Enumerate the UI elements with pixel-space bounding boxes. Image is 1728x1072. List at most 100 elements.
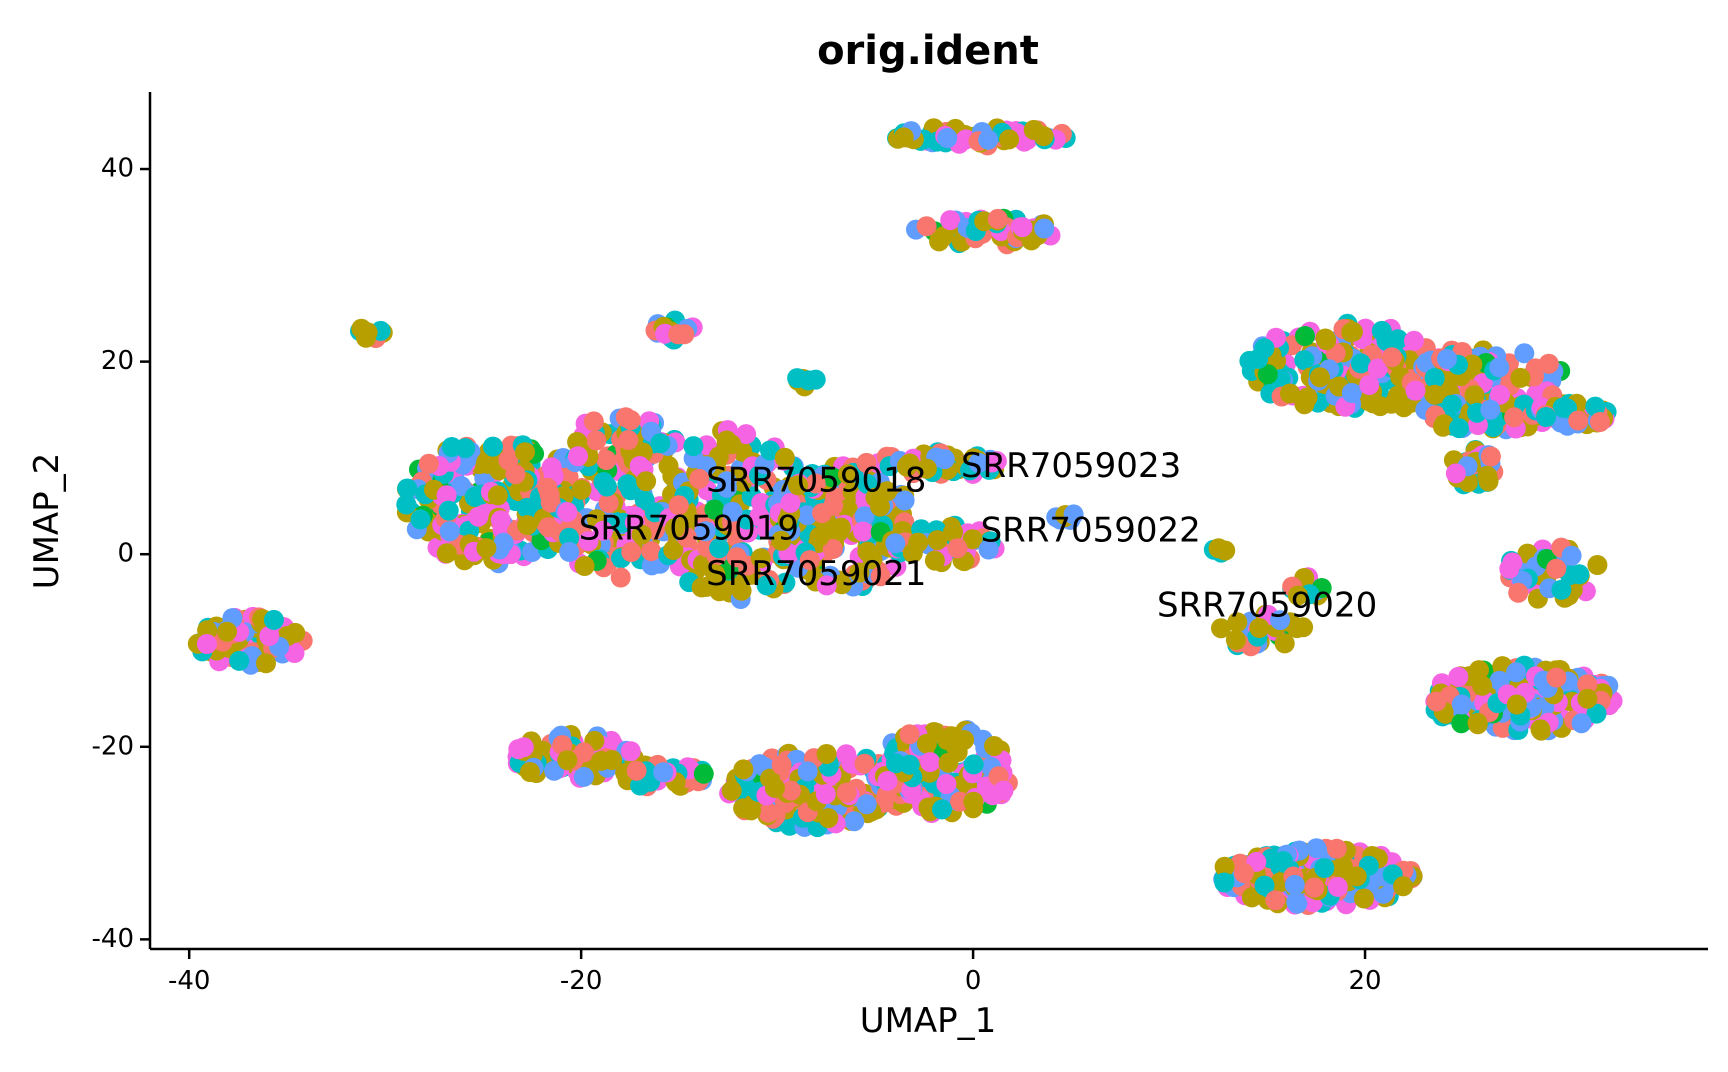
data-point [870, 496, 890, 517]
data-point [618, 430, 639, 450]
data-point [1405, 380, 1426, 401]
data-point [256, 653, 276, 674]
data-point [1214, 872, 1235, 893]
data-point [683, 436, 704, 457]
data-point [856, 794, 877, 815]
data-point [815, 784, 836, 805]
data-point [1350, 353, 1371, 374]
data-point [721, 780, 742, 801]
data-point [999, 129, 1020, 150]
data-point [822, 467, 843, 488]
data-point [916, 216, 937, 237]
data-point [1367, 358, 1388, 379]
data-point [1451, 694, 1472, 715]
data-point [1225, 630, 1246, 650]
cluster-label: SRR7059021 [706, 554, 926, 594]
data-point [771, 530, 792, 551]
data-point [1445, 463, 1466, 484]
data-point [1426, 691, 1447, 712]
data-point [284, 643, 305, 663]
data-point [513, 737, 534, 758]
data-point [749, 506, 770, 527]
data-point [1294, 350, 1315, 371]
data-point [940, 210, 961, 231]
data-point [1063, 504, 1084, 525]
data-point [1286, 892, 1307, 912]
data-point [1273, 851, 1294, 871]
data-point [777, 510, 798, 530]
data-point [812, 503, 833, 524]
data-point [1233, 863, 1254, 884]
data-point [505, 464, 526, 485]
data-point [567, 432, 588, 452]
data-point [1254, 338, 1275, 359]
data-point [1546, 667, 1567, 688]
data-point [540, 492, 561, 513]
y-axis-title: UMAP_2 [27, 453, 67, 590]
data-point [836, 782, 857, 803]
data-point [1448, 666, 1469, 687]
data-point [626, 760, 647, 781]
y-tick-label: -20 [92, 731, 134, 761]
data-point [1012, 217, 1033, 238]
data-point [1306, 838, 1327, 859]
data-point [668, 495, 689, 516]
data-point [1381, 347, 1402, 368]
cluster-label: SRR7059020 [1157, 586, 1377, 626]
data-point [691, 577, 712, 598]
data-point [756, 575, 777, 596]
data-point [916, 458, 937, 479]
data-point [436, 543, 457, 564]
data-point [695, 521, 716, 542]
data-point [573, 742, 594, 763]
chart-title: orig.ident [817, 28, 1039, 74]
data-point [1490, 384, 1510, 405]
data-point [993, 780, 1014, 801]
cluster-label: SRR7059023 [961, 446, 1181, 486]
data-point [736, 424, 757, 445]
data-point [844, 811, 865, 832]
data-point [771, 755, 792, 776]
data-point [1424, 368, 1445, 388]
x-tick-label: 20 [1348, 966, 1381, 996]
data-point [591, 750, 612, 771]
data-point [1480, 446, 1501, 467]
data-point [809, 526, 830, 547]
data-point [916, 733, 937, 754]
data-point [943, 522, 963, 543]
data-point [1314, 858, 1335, 878]
data-point [1506, 662, 1527, 683]
data-point [1538, 353, 1559, 374]
data-point [1393, 876, 1414, 897]
data-point [954, 730, 975, 750]
data-point [468, 506, 489, 527]
data-point [798, 370, 819, 391]
data-point [788, 475, 808, 496]
data-point [987, 208, 1008, 229]
data-point [1467, 712, 1488, 733]
data-point [1590, 412, 1610, 432]
data-point [837, 464, 858, 485]
data-point [436, 485, 457, 506]
data-point [816, 744, 837, 764]
data-point [1424, 384, 1445, 405]
data-point [1561, 545, 1582, 566]
data-point [596, 450, 617, 470]
data-point [1270, 610, 1291, 631]
data-point [1510, 367, 1531, 388]
data-point [641, 555, 662, 576]
data-point [418, 453, 439, 474]
data-point [568, 446, 588, 467]
cluster-label: SRR7059022 [981, 511, 1201, 551]
data-point [1568, 410, 1589, 431]
data-point [674, 324, 695, 345]
y-tick-label: 0 [117, 539, 134, 569]
data-point [571, 479, 592, 500]
data-point [857, 541, 878, 562]
data-point [984, 736, 1005, 756]
y-tick-label: -40 [92, 924, 134, 954]
data-point [1359, 375, 1380, 395]
data-point [490, 510, 511, 531]
data-point [831, 574, 852, 595]
data-point [781, 780, 801, 801]
